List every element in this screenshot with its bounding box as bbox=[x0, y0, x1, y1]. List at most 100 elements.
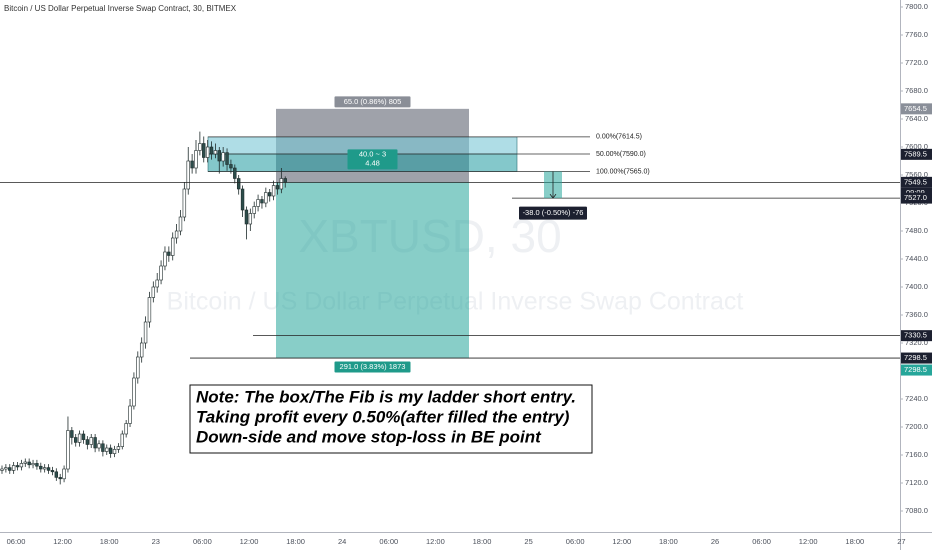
candle-body bbox=[139, 342, 144, 358]
candle-body bbox=[70, 430, 74, 438]
candle-body bbox=[46, 467, 51, 471]
candle-body bbox=[159, 265, 163, 281]
target-label-bg bbox=[334, 361, 411, 373]
candle-body bbox=[236, 178, 241, 190]
candle-body bbox=[15, 465, 20, 468]
candle-body bbox=[174, 230, 179, 239]
x-tick-label: 24 bbox=[338, 537, 346, 546]
x-tick-label: 25 bbox=[524, 537, 532, 546]
x-tick-label: 18:00 bbox=[659, 537, 678, 546]
candle-body bbox=[42, 467, 47, 470]
price-label-bg bbox=[901, 330, 932, 342]
chart-title: Bitcoin / US Dollar Perpetual Inverse Sw… bbox=[4, 4, 237, 13]
target-label: 291.0 (3.83%) 1873 bbox=[340, 362, 406, 371]
y-tick-label: 7120.0 bbox=[905, 478, 928, 487]
note-line: Taking profit every 0.50%(after filled t… bbox=[196, 407, 570, 426]
candle-body bbox=[256, 199, 260, 207]
candle-body bbox=[50, 470, 55, 473]
y-tick-label: 7760.0 bbox=[905, 30, 928, 39]
y-tick-label: 7800.0 bbox=[905, 2, 928, 11]
candle-body bbox=[271, 185, 276, 197]
candle-body bbox=[85, 439, 90, 445]
candle-body bbox=[0, 468, 4, 471]
price-label-bg bbox=[901, 364, 932, 376]
y-tick-label: 7720.0 bbox=[905, 58, 928, 67]
candle-body bbox=[116, 446, 121, 450]
ratio-label: 40.0 ~ 3 bbox=[359, 149, 386, 158]
candle-body bbox=[120, 433, 124, 447]
x-tick-label: 06:00 bbox=[193, 537, 212, 546]
fib-label: 50.00%(7590.0) bbox=[596, 151, 646, 158]
price-label: 7549.5 bbox=[904, 177, 927, 186]
y-tick-label: 7440.0 bbox=[905, 254, 928, 263]
measure-arrowhead bbox=[549, 193, 557, 199]
candle-body bbox=[244, 209, 249, 225]
x-tick-label: 18:00 bbox=[286, 537, 305, 546]
x-tick-label: 06:00 bbox=[566, 537, 585, 546]
ratio-label-bg bbox=[347, 149, 398, 170]
candle-body bbox=[77, 433, 82, 443]
candle-body bbox=[11, 465, 16, 471]
countdown: 09:09 bbox=[906, 188, 925, 197]
candle-body bbox=[279, 178, 284, 190]
price-label-bg bbox=[901, 176, 932, 188]
y-tick-label: 7200.0 bbox=[905, 422, 928, 431]
y-tick-label: 7240.0 bbox=[905, 394, 928, 403]
stop-label-bg bbox=[334, 96, 411, 108]
note-box bbox=[189, 384, 593, 454]
measure-label: -38.0 (-0.50%) -76 bbox=[523, 208, 584, 217]
candle-body bbox=[74, 437, 78, 443]
candle-body bbox=[124, 423, 128, 435]
x-tick-label: 12:00 bbox=[240, 537, 259, 546]
price-label-bg bbox=[901, 352, 932, 364]
candle-body bbox=[81, 433, 86, 440]
candle-body bbox=[163, 251, 167, 267]
candle-body bbox=[205, 146, 210, 158]
candle-body bbox=[19, 463, 24, 468]
y-tick-label: 7160.0 bbox=[905, 450, 928, 459]
candle-body bbox=[54, 471, 59, 478]
x-tick-label: 26 bbox=[711, 537, 719, 546]
note-line: Note: The box/The Fib is my ladder short… bbox=[196, 387, 576, 406]
candle-body bbox=[93, 437, 97, 449]
candle-body bbox=[283, 178, 287, 183]
x-tick-label: 12:00 bbox=[799, 537, 818, 546]
candle-body bbox=[105, 447, 109, 452]
candle-body bbox=[171, 237, 175, 256]
candle-body bbox=[194, 150, 198, 169]
candle-body bbox=[225, 152, 229, 165]
candle-body bbox=[275, 185, 280, 190]
candle-body bbox=[209, 146, 214, 155]
candle-body bbox=[260, 199, 264, 204]
candle-body bbox=[8, 467, 12, 471]
candle-body bbox=[27, 461, 31, 466]
x-tick-label: 27 bbox=[897, 537, 905, 546]
candle-body bbox=[229, 164, 233, 169]
x-tick-label: 23 bbox=[152, 537, 160, 546]
x-tick-label: 18:00 bbox=[100, 537, 119, 546]
candle-body bbox=[101, 443, 105, 452]
candle-body bbox=[132, 377, 136, 407]
candle-body bbox=[143, 321, 148, 344]
candle-body bbox=[182, 188, 187, 218]
candle-body bbox=[31, 463, 35, 466]
price-label-bg bbox=[901, 103, 932, 115]
fib-label: 100.00%(7565.0) bbox=[596, 168, 650, 175]
y-tick-label: 7640.0 bbox=[905, 114, 928, 123]
note-line: Down-side and move stop-loss in BE point bbox=[196, 427, 542, 446]
x-tick-label: 12:00 bbox=[612, 537, 631, 546]
price-label-bg bbox=[901, 148, 932, 160]
price-label: 7589.5 bbox=[904, 149, 927, 158]
y-tick-label: 7600.0 bbox=[905, 142, 928, 151]
candle-body bbox=[4, 467, 8, 470]
candle-body bbox=[252, 206, 256, 214]
candle-body bbox=[66, 430, 70, 470]
candle-body bbox=[97, 443, 101, 449]
fib-label: 0.00%(7614.5) bbox=[596, 134, 642, 141]
candle-body bbox=[108, 447, 113, 454]
candle-body bbox=[35, 463, 39, 467]
candle-body bbox=[233, 167, 237, 179]
candle-body bbox=[89, 437, 93, 445]
x-tick-label: 06:00 bbox=[7, 537, 26, 546]
candle-body bbox=[268, 192, 272, 197]
